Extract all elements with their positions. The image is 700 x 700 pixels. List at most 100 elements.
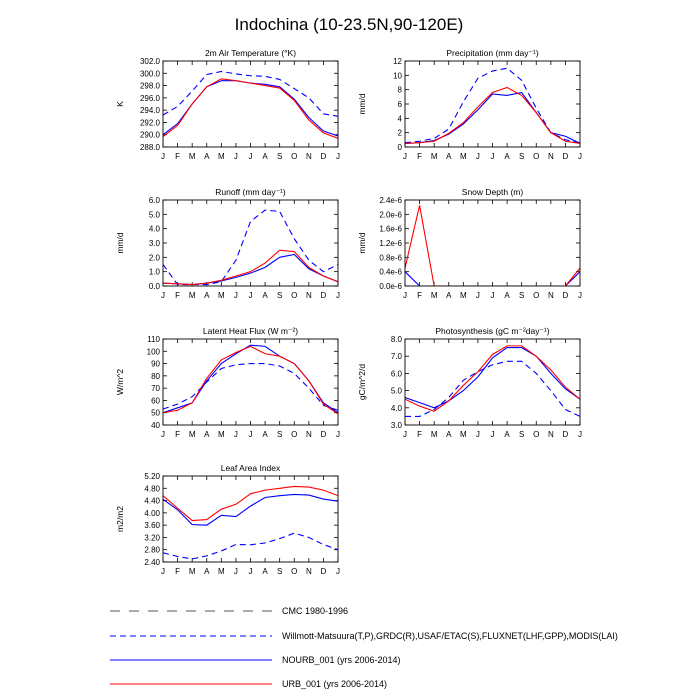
x-tick-label: M (460, 291, 467, 300)
y-tick-label: 4.80 (144, 484, 160, 493)
y-tick-label: 6 (398, 100, 403, 109)
y-tick-label: 0.0 (149, 282, 161, 291)
chart-panel-4: Snow Depth (m) mm/d 0.0e-6 0.4e-6 0.8e-6 1.2e… (357, 187, 582, 300)
x-tick-label: A (262, 567, 268, 576)
x-tick-label: J (476, 430, 480, 439)
x-tick-label: S (277, 152, 282, 161)
x-tick-label: J (249, 152, 253, 161)
y-tick-label: 300.0 (140, 69, 161, 78)
y-axis-label: m2/m2 (115, 506, 125, 532)
y-tick-label: 2 (398, 129, 403, 138)
x-tick-label: J (234, 291, 238, 300)
y-tick-label: 1.0 (149, 268, 161, 277)
series-line-solid-red (405, 345, 580, 412)
x-tick-label: N (548, 430, 554, 439)
y-tick-label: 2.4e-6 (379, 196, 402, 205)
x-tick-label: J (234, 567, 238, 576)
y-tick-label: 3.60 (144, 521, 160, 530)
x-tick-label: M (218, 152, 225, 161)
y-tick-label: 8 (398, 86, 403, 95)
series-line-dashed (163, 363, 338, 411)
x-tick-label: O (291, 430, 297, 439)
y-tick-label: 4.40 (144, 497, 160, 506)
y-tick-label: 296.0 (140, 94, 161, 103)
y-tick-label: 2.0e-6 (379, 210, 402, 219)
y-tick-label: 0.8e-6 (379, 253, 402, 262)
y-tick-label: 2.80 (144, 546, 160, 555)
chart-panel-7: Leaf Area Index m2/m2 2.40 2.80 3.20 3.60 4.00… (115, 463, 340, 576)
y-tick-label: 292.0 (140, 118, 161, 127)
x-tick-label: F (417, 152, 422, 161)
x-tick-label: J (578, 291, 582, 300)
x-tick-label: J (403, 152, 407, 161)
x-tick-label: N (548, 152, 554, 161)
y-tick-label: 288.0 (140, 143, 161, 152)
x-tick-label: J (249, 567, 253, 576)
x-tick-label: J (234, 430, 238, 439)
x-tick-label: A (204, 567, 210, 576)
x-tick-label: D (563, 152, 569, 161)
x-tick-label: M (431, 152, 438, 161)
x-tick-label: M (189, 430, 196, 439)
x-tick-label: A (262, 430, 268, 439)
x-tick-label: A (504, 430, 510, 439)
x-tick-label: O (533, 430, 539, 439)
y-tick-label: 40 (151, 421, 160, 430)
y-tick-label: 3.0 (149, 239, 161, 248)
chart-panel-3: Runoff (mm day⁻¹) mm/d 0.0 1.0 2.0 3.0 4.0 5.0 6… (115, 187, 340, 300)
x-tick-label: J (336, 567, 340, 576)
y-axis-label: mm/d (357, 93, 367, 115)
y-tick-label: 5.0 (149, 210, 161, 219)
x-tick-label: J (161, 291, 165, 300)
plot-frame (162, 475, 339, 563)
x-tick-label: J (161, 152, 165, 161)
x-tick-label: S (519, 291, 524, 300)
y-tick-label: 50 (151, 409, 160, 418)
x-tick-label: A (446, 291, 452, 300)
series-line-solid-blue (405, 347, 580, 409)
y-tick-label: 3.0 (391, 421, 403, 430)
y-axis-label: mm/d (357, 232, 367, 254)
series-line-dashed (405, 360, 580, 417)
x-tick-label: J (161, 430, 165, 439)
legend-item: CMC 1980-1996 (110, 606, 348, 616)
legend-label: Willmott-Matsuura(T,P),GRDC(R),USAF/ETAC… (282, 631, 618, 641)
plot-frame (162, 338, 339, 426)
x-tick-label: D (321, 152, 327, 161)
x-tick-label: J (491, 291, 495, 300)
x-tick-label: S (277, 567, 282, 576)
y-tick-label: 6.0 (391, 369, 403, 378)
plot-frame (404, 199, 581, 287)
x-tick-label: A (204, 430, 210, 439)
x-tick-label: M (218, 291, 225, 300)
x-tick-label: J (336, 152, 340, 161)
y-tick-label: 0.0e-6 (379, 282, 402, 291)
legend-item: Willmott-Matsuura(T,P),GRDC(R),USAF/ETAC… (110, 631, 618, 641)
x-tick-label: J (476, 291, 480, 300)
x-tick-label: M (218, 567, 225, 576)
x-tick-label: N (306, 430, 312, 439)
x-tick-label: D (563, 430, 569, 439)
x-tick-label: A (504, 152, 510, 161)
x-tick-label: A (504, 291, 510, 300)
x-tick-label: A (262, 291, 268, 300)
x-tick-label: J (578, 430, 582, 439)
chart-title: Runoff (mm day⁻¹) (215, 187, 286, 197)
x-tick-label: D (321, 567, 327, 576)
chart-panel-1: 2m Air Temperature (°K) K 288.0 290.0 292.0 2… (115, 48, 340, 161)
y-tick-label: 60 (151, 396, 160, 405)
series-line-solid-red (163, 249, 338, 286)
series-line-dashed (405, 67, 580, 144)
x-tick-label: O (533, 291, 539, 300)
y-tick-label: 80 (151, 372, 160, 381)
x-tick-label: M (189, 567, 196, 576)
chart-title: Leaf Area Index (221, 463, 281, 473)
legend-label: CMC 1980-1996 (282, 606, 348, 616)
x-tick-label: O (533, 152, 539, 161)
y-tick-label: 110 (147, 335, 160, 344)
legend-label: NOURB_001 (yrs 2006-2014) (282, 655, 401, 665)
x-tick-label: J (234, 152, 238, 161)
chart-title: Photosynthesis (gC m⁻²day⁻¹) (435, 326, 549, 336)
x-tick-label: M (189, 152, 196, 161)
y-tick-label: 2.40 (144, 558, 160, 567)
